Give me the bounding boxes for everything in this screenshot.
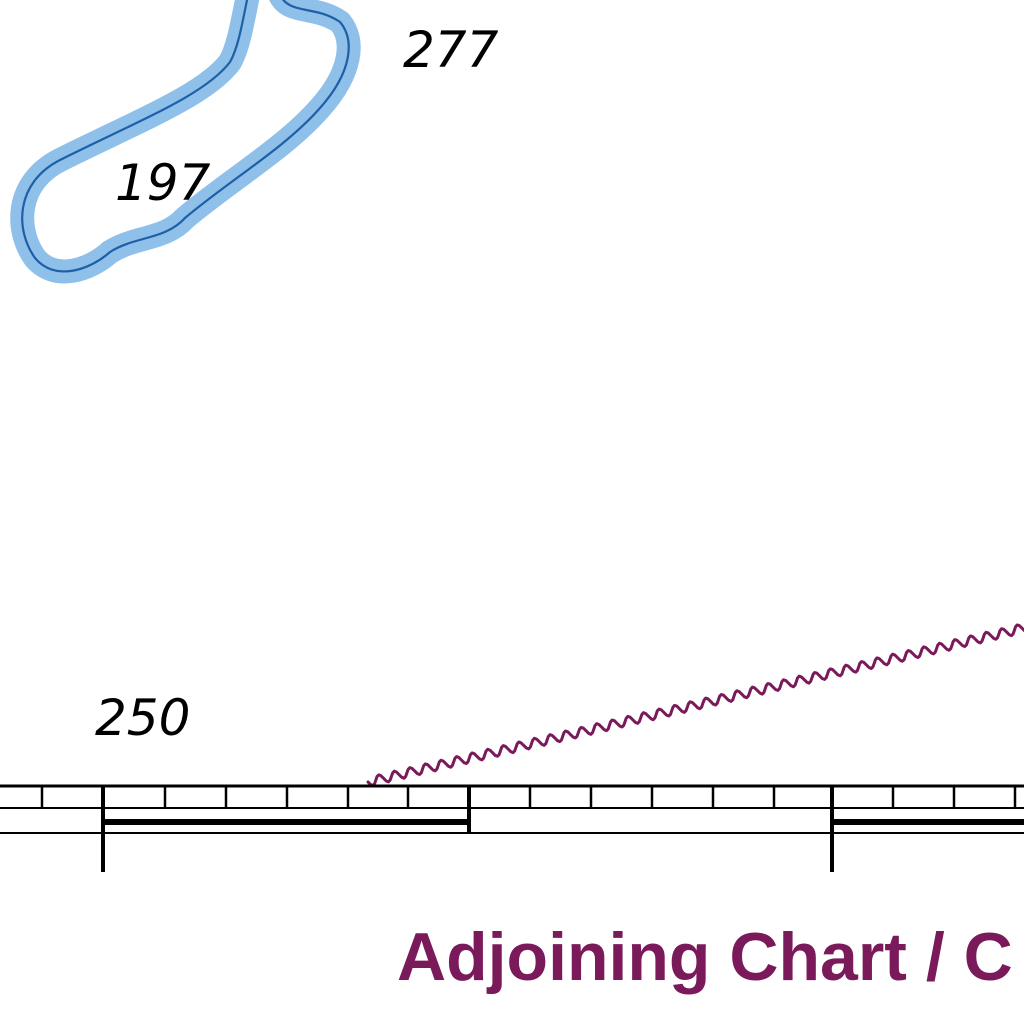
sounding-277: 277 (403, 21, 499, 79)
adjoining-chart-caption: Adjoining Chart / C (397, 919, 1013, 995)
shoal-tint-band (10, 0, 361, 284)
sounding-250: 250 (95, 689, 190, 747)
sounding-197: 197 (115, 154, 211, 212)
depth-contour (21, 0, 350, 273)
magenta-limit-line (366, 623, 1024, 787)
chart-border-scale (0, 784, 1024, 872)
shoal-area (10, 0, 361, 284)
minor-ticks (40, 786, 1017, 808)
